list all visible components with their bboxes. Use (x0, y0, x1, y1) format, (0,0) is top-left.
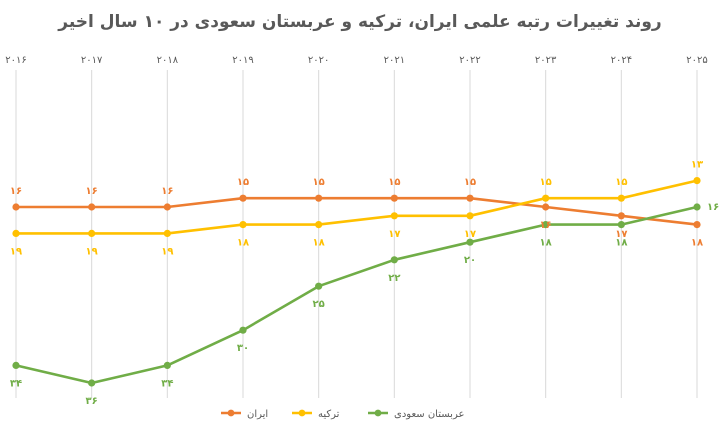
data-point (390, 256, 398, 264)
data-label: ۱۳ (691, 160, 703, 171)
data-label: ۳۶ (86, 396, 98, 407)
data-point (239, 194, 247, 202)
series-line (14, 196, 699, 226)
data-point (315, 282, 323, 290)
data-label: ۱۸ (313, 238, 325, 249)
data-label: ۱۷ (388, 229, 400, 240)
data-point (390, 212, 398, 220)
data-label: ۱۹ (86, 246, 98, 257)
data-label: ۱۸ (691, 238, 703, 249)
data-label: ۱۹ (10, 246, 22, 257)
legend-label: ایران (247, 409, 268, 420)
data-label: ۱۸ (540, 238, 552, 249)
data-point (390, 194, 398, 202)
legend-label: عربستان سعودی (394, 409, 464, 420)
data-label: ۱۶ (86, 186, 98, 197)
data-point (617, 194, 625, 202)
data-label: ۱۵ (313, 177, 325, 188)
legend-marker (227, 409, 235, 417)
legend-item: ایران (221, 409, 268, 420)
data-label: ۳۴ (161, 378, 173, 389)
data-point (88, 379, 96, 387)
legend-item: ترکیه (292, 409, 340, 420)
data-point (12, 203, 20, 211)
chart-title: روند تغییرات رتبه علمی ایران، ترکیه و عر… (57, 12, 661, 32)
data-point (466, 212, 474, 220)
data-label: ۱۵ (464, 177, 476, 188)
x-tick-label: ۲۰۲۰ (308, 55, 329, 66)
data-point (617, 221, 625, 229)
data-label: ۱۶ (161, 186, 173, 197)
data-label: ۱۶ (540, 220, 552, 231)
data-label: ۱۷ (615, 229, 627, 240)
x-axis-ticks: ۲۰۱۶ ۲۰۱۷ ۲۰۱۸ ۲۰۱۹ ۲۰۲۰ ۲۰۲۱ ۲۰۲۲ ۲۰۲۳ ۲۰۲۴ ۲۰۲۵ (5, 55, 707, 66)
data-point (466, 238, 474, 246)
x-tick-label: ۲۰۱۸ (157, 55, 179, 66)
data-point (542, 194, 550, 202)
x-tick-label: ۲۰۲۵ (686, 55, 707, 66)
data-label: ۱۵ (388, 177, 400, 188)
series-line (14, 205, 699, 385)
x-tick-label: ۲۰۲۳ (535, 55, 557, 66)
data-label: ۱۸ (615, 238, 627, 249)
legend-marker (298, 409, 306, 417)
legend-marker (374, 409, 382, 417)
data-label: ۳۰ (237, 343, 249, 354)
data-point (163, 229, 171, 237)
series-2 (12, 177, 701, 237)
data-label: ۱۶ (10, 186, 22, 197)
data-point (315, 221, 323, 229)
data-point (542, 203, 550, 211)
data-point (239, 221, 247, 229)
data-point (163, 203, 171, 211)
data-label: ۱۵ (540, 177, 552, 188)
legend-label: ترکیه (318, 409, 340, 420)
data-point (12, 229, 20, 237)
data-label: ۲۲ (388, 273, 400, 284)
x-tick-label: ۲۰۱۹ (232, 55, 253, 66)
x-tick-label: ۲۰۲۲ (459, 55, 480, 66)
data-point (88, 229, 96, 237)
x-tick-label: ۲۰۲۴ (611, 55, 632, 66)
data-point (617, 212, 625, 220)
series-line (14, 179, 699, 235)
legend: ایران ترکیه عربستان سعودی (221, 409, 464, 420)
series-3 (12, 203, 701, 387)
data-point (693, 203, 701, 211)
data-point (163, 361, 171, 369)
data-point (466, 194, 474, 202)
data-point (693, 177, 701, 185)
legend-item: عربستان سعودی (368, 409, 464, 420)
data-label: ۲۵ (313, 299, 325, 310)
data-label: ۲۰ (464, 255, 476, 266)
data-point (693, 221, 701, 229)
data-label: ۱۶ (707, 202, 719, 213)
data-label: ۱۷ (464, 229, 476, 240)
data-point (12, 361, 20, 369)
series-1 (12, 194, 701, 229)
data-label: ۱۵ (237, 177, 249, 188)
data-label: ۱۹ (161, 246, 173, 257)
x-tick-label: ۲۰۲۱ (384, 55, 405, 66)
data-point (88, 203, 96, 211)
gridlines (15, 70, 698, 398)
data-label: ۳۴ (10, 378, 22, 389)
data-point (315, 194, 323, 202)
x-tick-label: ۲۰۱۷ (81, 55, 103, 66)
data-point (542, 221, 550, 229)
series-layer (12, 177, 701, 387)
x-tick-label: ۲۰۱۶ (5, 55, 26, 66)
data-point (239, 326, 247, 334)
data-label: ۱۵ (615, 177, 627, 188)
data-label: ۱۸ (237, 238, 249, 249)
